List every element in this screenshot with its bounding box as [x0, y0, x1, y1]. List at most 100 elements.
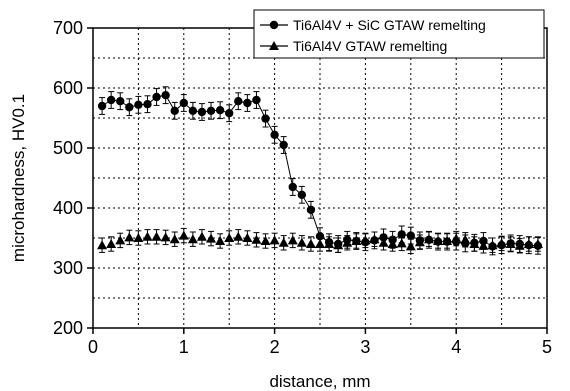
triangle-marker	[351, 236, 362, 245]
grid	[93, 28, 547, 328]
triangle-marker	[251, 234, 262, 244]
circle-marker	[297, 190, 307, 199]
circle-marker	[315, 232, 325, 241]
x-tick-label: 2	[270, 337, 280, 357]
circle-marker	[170, 106, 179, 116]
circle-marker	[197, 107, 207, 117]
y-tick-label: 400	[53, 198, 83, 218]
circle-marker	[161, 91, 170, 100]
circle-marker	[279, 140, 288, 150]
triangle-marker	[124, 232, 135, 242]
triangle-marker	[360, 235, 371, 245]
series-1	[97, 86, 543, 256]
y-axis-title: microhardness, HV0.1	[9, 94, 28, 262]
x-tick-label: 3	[360, 337, 370, 357]
triangle-marker	[315, 239, 325, 248]
circle-marker	[225, 109, 234, 118]
circle-marker	[243, 98, 252, 108]
legend-item: Ti6Al4V GTAW remelting	[260, 38, 447, 54]
y-tick-label: 500	[53, 138, 83, 158]
triangle-marker	[469, 239, 480, 248]
triangle-marker	[296, 237, 307, 247]
triangle-marker	[405, 241, 416, 251]
triangle-marker	[433, 236, 444, 245]
triangle-marker	[487, 240, 498, 250]
x-tick-label: 5	[542, 337, 552, 357]
circle-marker	[261, 114, 270, 123]
triangle-marker	[324, 239, 335, 248]
triangle-marker	[423, 234, 434, 244]
triangle-marker	[287, 235, 298, 245]
triangle-marker	[106, 239, 117, 248]
circle-marker	[270, 130, 279, 139]
y-tick-label: 300	[53, 258, 83, 278]
triangle-marker	[196, 231, 207, 241]
circle-marker	[143, 100, 152, 109]
triangle-marker	[451, 233, 462, 243]
x-axis-title: distance, mm	[269, 372, 370, 391]
circle-marker	[306, 205, 316, 214]
triangle-marker	[269, 41, 279, 50]
triangle-marker	[151, 231, 162, 241]
circle-marker	[116, 97, 125, 106]
triangle-marker	[532, 239, 543, 248]
triangle-marker	[369, 234, 380, 244]
triangle-marker	[242, 233, 253, 242]
legend-label: Ti6Al4V + SiC GTAW remelting	[293, 17, 486, 33]
circle-marker	[106, 95, 116, 105]
triangle-marker	[133, 233, 144, 242]
triangle-marker	[414, 237, 425, 247]
triangle-marker	[342, 237, 353, 247]
x-tick-label: 0	[88, 337, 98, 357]
x-tick-label: 4	[451, 337, 461, 357]
circle-marker	[406, 231, 415, 240]
triangle-marker	[496, 238, 507, 248]
circle-marker	[288, 182, 297, 192]
x-tick-label: 1	[179, 337, 189, 357]
y-tick-label: 200	[53, 318, 83, 338]
triangle-marker	[523, 239, 534, 248]
triangle-marker	[233, 231, 244, 241]
series-2	[97, 227, 543, 255]
legend-box	[253, 9, 545, 59]
legend: Ti6Al4V + SiC GTAW remelting Ti6Al4V GTAW…	[253, 9, 545, 59]
triangle-marker	[505, 239, 516, 248]
triangle-marker	[378, 237, 389, 247]
circle-marker	[152, 92, 161, 102]
axis-ticks: 0 1 2 3 4 5 200 300 400 500 600 700	[53, 18, 552, 357]
triangle-marker	[460, 234, 471, 244]
circle-marker	[125, 103, 134, 112]
circle-marker	[179, 98, 188, 108]
circle-marker	[234, 97, 243, 106]
legend-item: Ti6Al4V + SiC GTAW remelting	[260, 17, 486, 33]
triangle-marker	[224, 233, 235, 242]
y-tick-label: 600	[53, 78, 83, 98]
circle-marker	[206, 106, 216, 116]
triangle-marker	[478, 240, 489, 250]
circle-marker	[97, 101, 107, 111]
triangle-marker	[178, 230, 189, 240]
triangle-marker	[514, 240, 525, 250]
triangle-marker	[269, 235, 280, 245]
triangle-marker	[215, 236, 226, 245]
triangle-marker	[396, 238, 407, 248]
triangle-marker	[142, 231, 153, 241]
circle-marker	[269, 20, 279, 30]
triangle-marker	[187, 234, 198, 244]
triangle-marker	[387, 239, 398, 248]
y-tick-label: 700	[53, 18, 83, 38]
circle-marker	[215, 106, 225, 115]
circle-marker	[134, 100, 143, 110]
series-group	[97, 86, 543, 256]
triangle-marker	[333, 240, 344, 250]
triangle-marker	[115, 235, 126, 245]
triangle-marker	[278, 237, 289, 247]
circle-marker	[252, 95, 261, 105]
triangle-marker	[442, 236, 453, 245]
triangle-marker	[206, 233, 217, 243]
legend-label: Ti6Al4V GTAW remelting	[293, 38, 447, 54]
circle-marker	[188, 106, 198, 116]
triangle-marker	[97, 240, 108, 250]
triangle-marker	[260, 236, 271, 245]
